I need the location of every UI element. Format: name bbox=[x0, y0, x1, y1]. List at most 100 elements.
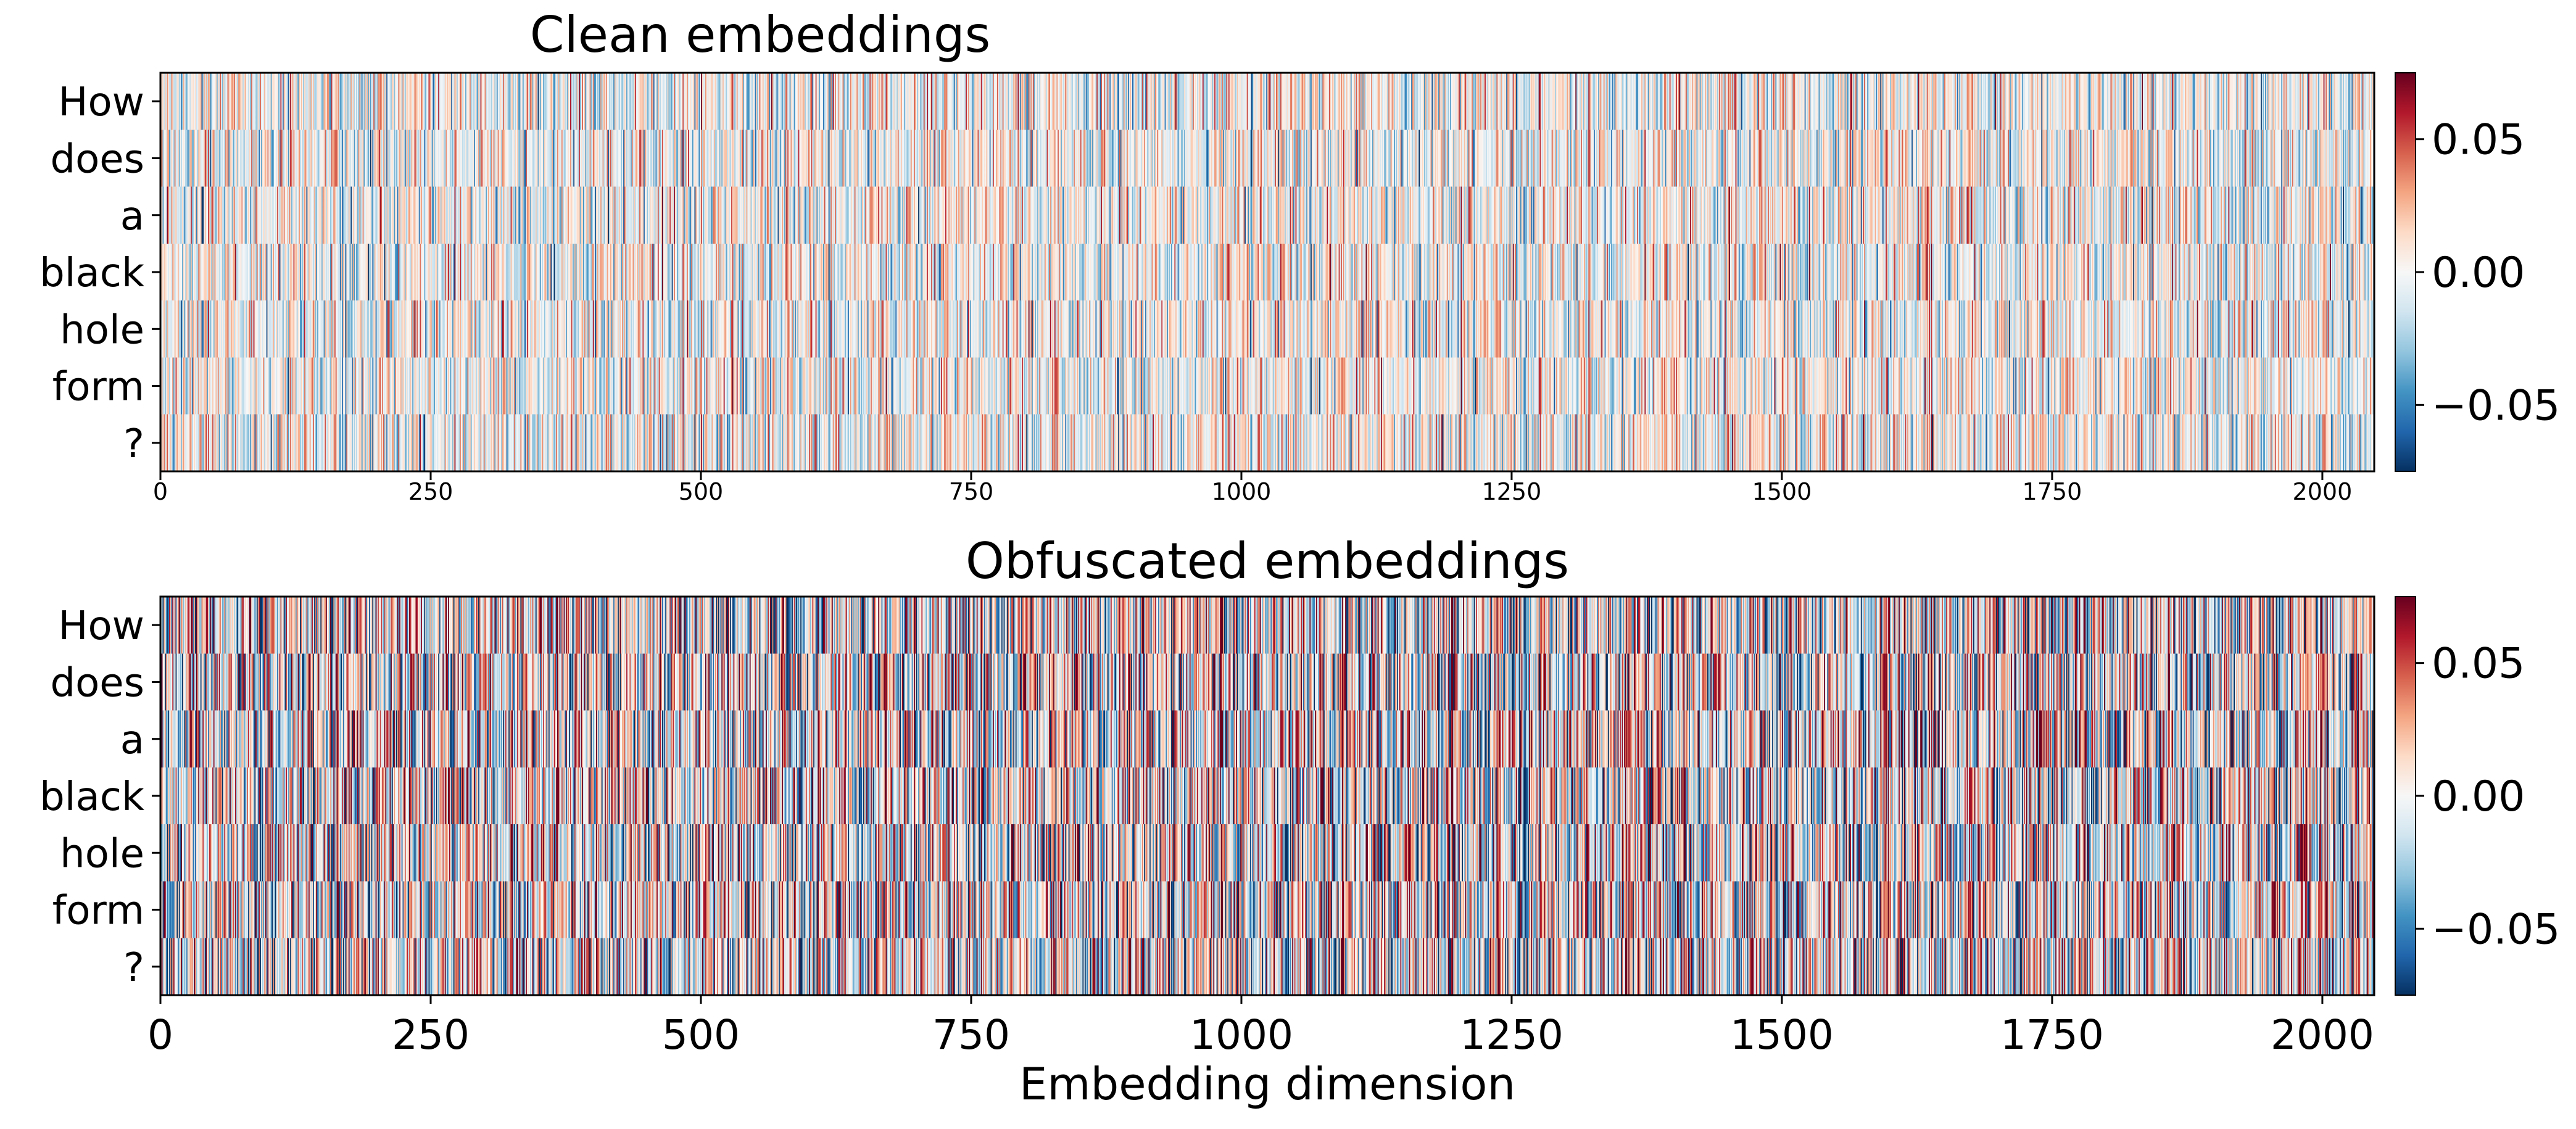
heatmap-cell bbox=[640, 597, 642, 995]
heatmap-cell bbox=[702, 597, 703, 995]
heatmap-cell bbox=[1536, 597, 1538, 995]
heatmap-cell bbox=[913, 597, 914, 995]
heatmap-cell bbox=[771, 597, 773, 995]
heatmap-cell bbox=[1085, 73, 1087, 471]
heatmap-cell bbox=[1375, 597, 1377, 995]
heatmap-cell bbox=[1120, 73, 1122, 471]
heatmap-cell bbox=[944, 597, 946, 995]
heatmap-cell bbox=[2351, 73, 2353, 471]
heatmap-cell bbox=[579, 73, 581, 471]
heatmap-cell bbox=[511, 73, 513, 471]
heatmap-cell bbox=[1272, 73, 1274, 471]
heatmap-cell bbox=[1594, 597, 1597, 995]
heatmap-cell bbox=[411, 73, 413, 471]
heatmap-cell bbox=[1951, 597, 1953, 995]
heatmap-cell bbox=[671, 597, 673, 995]
heatmap-cell bbox=[1700, 73, 1702, 471]
heatmap-cell bbox=[1870, 73, 1872, 471]
heatmap-cell bbox=[1555, 73, 1557, 471]
heatmap-cell bbox=[523, 73, 525, 471]
heatmap-cell bbox=[1154, 597, 1156, 995]
heatmap-cell bbox=[1813, 73, 1815, 471]
heatmap-cell bbox=[1058, 597, 1059, 995]
heatmap-cell bbox=[1803, 73, 1805, 471]
heatmap-cell bbox=[1324, 597, 1327, 995]
heatmap-cell bbox=[214, 597, 216, 995]
heatmap-cell bbox=[2058, 597, 2060, 995]
heatmap-cell bbox=[460, 73, 462, 471]
heatmap-cell bbox=[1695, 597, 1697, 995]
heatmap-cell bbox=[1238, 597, 1240, 995]
heatmap-cell bbox=[648, 73, 650, 471]
heatmap-cell bbox=[2086, 73, 2089, 471]
heatmap-cell bbox=[1560, 597, 1562, 995]
heatmap-cell bbox=[1567, 73, 1568, 471]
heatmap-cell bbox=[1327, 73, 1328, 471]
heatmap-cell bbox=[1258, 73, 1261, 471]
heatmap-cell bbox=[2288, 597, 2290, 995]
heatmap-cell bbox=[295, 73, 297, 471]
heatmap-cell bbox=[681, 597, 683, 995]
heatmap-cell bbox=[596, 597, 598, 995]
heatmap-cell bbox=[790, 73, 792, 471]
heatmap-cell bbox=[1467, 73, 1469, 471]
heatmap-cell bbox=[1919, 73, 1921, 471]
heatmap-cell bbox=[1650, 73, 1652, 471]
heatmap-cell bbox=[1307, 73, 1309, 471]
heatmap-cell bbox=[1072, 73, 1074, 471]
heatmap-cell bbox=[1149, 597, 1151, 995]
heatmap-cell bbox=[1611, 73, 1613, 471]
heatmap-cell bbox=[1442, 73, 1444, 471]
heatmap-cell bbox=[1585, 597, 1587, 995]
heatmap-cell bbox=[657, 597, 660, 995]
heatmap-cell bbox=[2276, 73, 2277, 471]
heatmap-cell bbox=[2292, 73, 2294, 471]
heatmap-cell bbox=[331, 597, 333, 995]
heatmap-cell bbox=[1551, 73, 1552, 471]
heatmap-cell bbox=[457, 597, 458, 995]
heatmap-cell bbox=[2213, 597, 2215, 995]
heatmap-cell bbox=[2347, 597, 2349, 995]
heatmap-cell bbox=[614, 597, 616, 995]
heatmap-cell bbox=[865, 597, 867, 995]
heatmap-cell bbox=[2229, 73, 2231, 471]
heatmap-cell bbox=[763, 73, 765, 471]
heatmap-cell bbox=[568, 73, 569, 471]
heatmap-cell bbox=[1290, 597, 1291, 995]
heatmap-cell bbox=[1279, 597, 1281, 995]
heatmap-cell bbox=[1498, 73, 1501, 471]
heatmap-cell bbox=[1886, 597, 1889, 995]
heatmap-cell bbox=[972, 597, 974, 995]
heatmap-cell bbox=[1462, 73, 1464, 471]
heatmap-cell bbox=[431, 73, 433, 471]
heatmap-cell bbox=[414, 73, 416, 471]
heatmap-cell bbox=[1834, 73, 1836, 471]
heatmap-cell bbox=[373, 597, 375, 995]
heatmap-cell bbox=[1311, 73, 1312, 471]
heatmap-cell bbox=[367, 597, 368, 995]
heatmap-cell bbox=[490, 597, 492, 995]
heatmap-cell bbox=[887, 73, 888, 471]
heatmap-cell bbox=[1410, 73, 1412, 471]
heatmap-cell bbox=[213, 597, 215, 995]
heatmap-cell bbox=[885, 597, 887, 995]
heatmap-cell bbox=[198, 73, 200, 471]
heatmap-cell bbox=[1816, 597, 1818, 995]
heatmap-cell bbox=[2287, 597, 2290, 995]
heatmap-cell bbox=[1971, 73, 1973, 471]
heatmap-cell bbox=[970, 73, 972, 471]
heatmap-cell bbox=[408, 73, 411, 471]
heatmap-cell bbox=[246, 597, 247, 995]
heatmap-cell bbox=[1098, 597, 1100, 995]
heatmap-cell bbox=[312, 73, 313, 471]
heatmap-cell bbox=[1054, 73, 1056, 471]
heatmap-cell bbox=[2269, 73, 2271, 471]
heatmap-cell bbox=[496, 73, 499, 471]
heatmap-cell bbox=[321, 597, 323, 995]
heatmap-cell bbox=[1348, 597, 1350, 995]
heatmap-cell bbox=[995, 597, 996, 995]
heatmap-cell bbox=[1083, 597, 1085, 995]
heatmap-cell bbox=[2147, 73, 2149, 471]
heatmap-cell bbox=[848, 73, 851, 471]
